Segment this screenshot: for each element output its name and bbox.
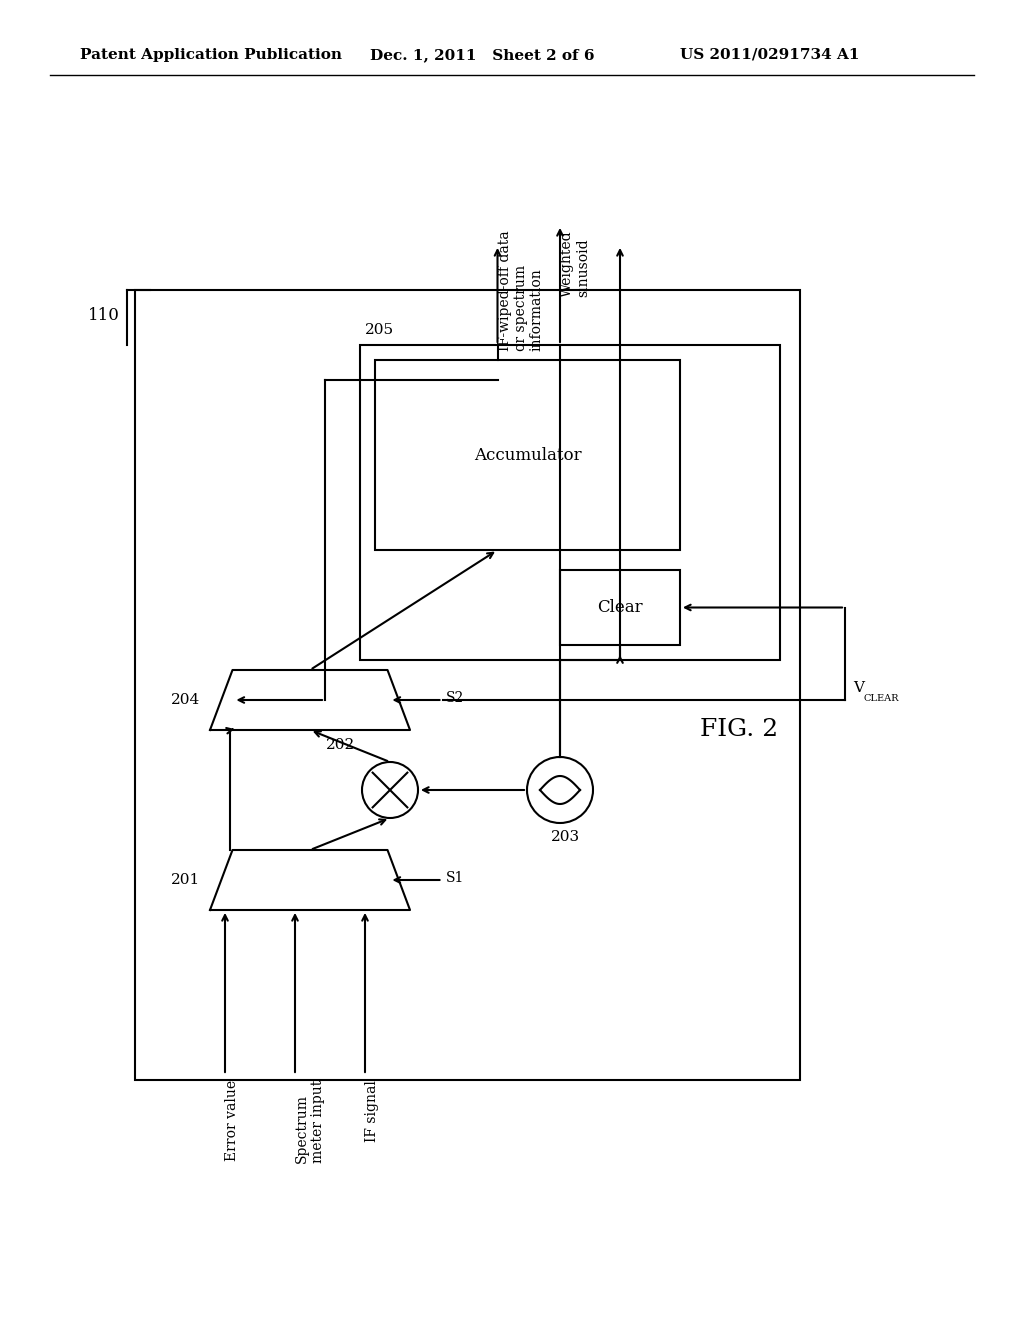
Text: IF signal: IF signal [365,1080,379,1142]
Text: Patent Application Publication: Patent Application Publication [80,48,342,62]
Text: 110: 110 [88,306,120,323]
Bar [360,345,780,660]
Text: Dec. 1, 2011   Sheet 2 of 6: Dec. 1, 2011 Sheet 2 of 6 [370,48,595,62]
Text: 201: 201 [171,873,200,887]
Text: Spectrum
meter input: Spectrum meter input [295,1080,326,1163]
Text: US 2011/0291734 A1: US 2011/0291734 A1 [680,48,859,62]
Text: Weighted
sinusoid: Weighted sinusoid [560,230,590,297]
Text: Accumulator: Accumulator [474,446,582,463]
Text: IF-wiped-off data
or spectrum
information: IF-wiped-off data or spectrum informatio… [498,230,544,351]
Bar [135,290,800,1080]
Text: 202: 202 [326,738,355,752]
Text: V: V [853,681,864,696]
Text: 204: 204 [171,693,200,708]
Text: 205: 205 [365,323,394,337]
Text: S2: S2 [445,690,464,705]
Bar [560,570,680,645]
Text: Clear: Clear [597,599,643,616]
Text: S1: S1 [445,871,464,884]
Bar [375,360,680,550]
Text: 203: 203 [551,830,580,843]
Text: FIG. 2: FIG. 2 [700,718,778,742]
Text: CLEAR: CLEAR [864,694,899,704]
Text: Error value: Error value [225,1080,239,1162]
